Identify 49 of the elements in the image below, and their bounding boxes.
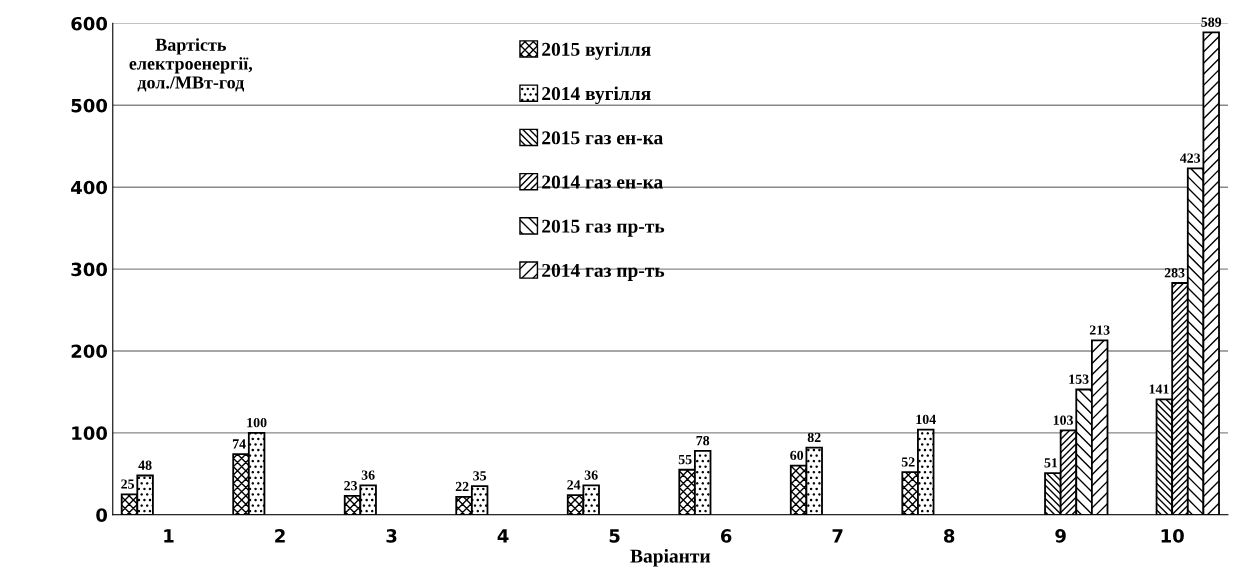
data-label: 589	[1201, 17, 1222, 27]
data-label: 60	[790, 450, 804, 461]
data-label: 141	[1149, 384, 1169, 394]
y-tick-label: 500	[71, 98, 108, 113]
legend-label: 2014 газ пр-ть	[542, 263, 665, 281]
data-label: 22	[455, 481, 469, 492]
y-tick-label: 400	[71, 180, 108, 195]
data-label: 23	[344, 481, 358, 491]
x-tick-label: 9	[1055, 529, 1066, 543]
legend-label: 2015 вугілля	[542, 42, 651, 60]
y-tick-label: 0	[96, 508, 108, 522]
data-label: 74	[232, 439, 246, 449]
data-label: 52	[901, 457, 915, 467]
y-tick-label: 300	[71, 262, 108, 277]
data-label: 153	[1069, 374, 1089, 384]
data-label: 36	[584, 470, 598, 480]
data-label: 78	[696, 435, 710, 446]
x-tick-label: 7	[832, 529, 843, 543]
data-label: 24	[567, 480, 581, 490]
data-label: 423	[1179, 153, 1201, 163]
y-tick-label: 100	[72, 426, 108, 441]
x-tick-label: 10	[1161, 529, 1184, 543]
x-tick-label: 8	[943, 529, 955, 543]
x-tick-label: 2	[275, 529, 285, 543]
data-label: 51	[1044, 458, 1058, 468]
legend-label: 2014 газ ен-ка	[542, 175, 663, 189]
data-label: 25	[121, 479, 135, 489]
x-tick-label: 3	[386, 529, 397, 543]
x-tick-label: 5	[609, 529, 620, 543]
legend-label: 2015 газ ен-ка	[542, 131, 663, 145]
y-tick-label: 200	[71, 344, 108, 359]
x-tick-label: 6	[720, 529, 732, 543]
data-label: 36	[361, 470, 375, 480]
data-label: 103	[1053, 415, 1074, 425]
x-tick-label: 4	[497, 529, 509, 543]
data-label: 100	[247, 417, 267, 428]
data-label: 35	[473, 471, 487, 481]
annotation: Вартість електроенергії, дол./МВт-год	[129, 38, 253, 92]
data-label: 82	[807, 432, 821, 443]
data-label: 55	[678, 454, 692, 465]
data-label: 213	[1089, 325, 1110, 335]
data-label: 104	[916, 414, 936, 425]
legend-label: 2015 газ пр-ть	[542, 219, 665, 237]
x-axis-title: Варіанти	[630, 548, 711, 567]
x-tick-label: 1	[164, 529, 174, 543]
legend-label: 2014 вугілля	[542, 86, 651, 105]
data-label: 48	[138, 460, 152, 470]
data-label: 283	[1164, 268, 1185, 278]
y-tick-label: 600	[71, 16, 108, 31]
